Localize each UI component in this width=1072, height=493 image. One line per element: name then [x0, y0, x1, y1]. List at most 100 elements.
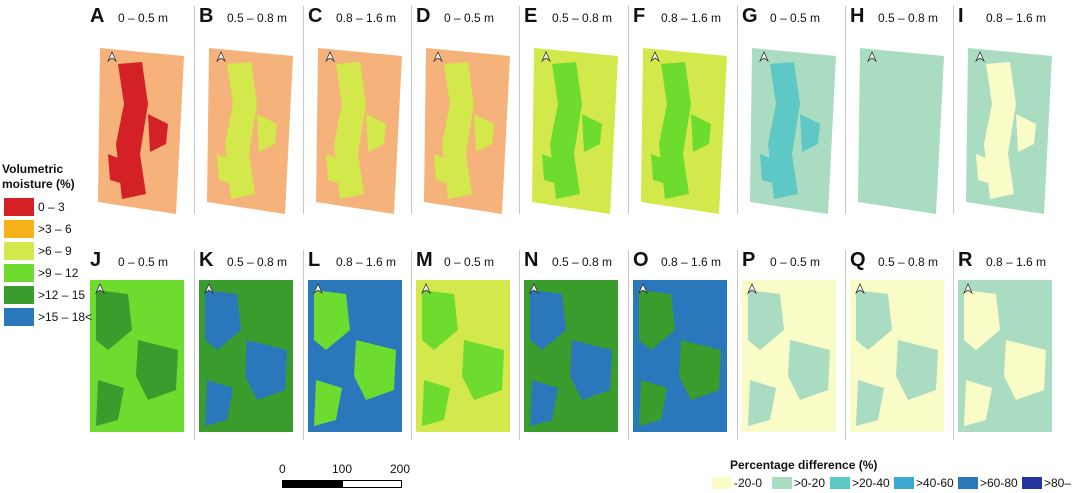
- panel-divider: [845, 250, 846, 440]
- panel-depth-label: 0 – 0.5 m: [770, 255, 821, 269]
- map-panel-i: I 0.8 – 1.6 m: [956, 4, 1060, 214]
- legend-swatch: [1022, 477, 1042, 489]
- difference-legend: Percentage difference (%) -20-0 >0-20 >20-…: [712, 458, 1072, 492]
- field-patch: [462, 340, 504, 400]
- field-patch: [856, 290, 892, 350]
- panel-depth-label: 0.8 – 1.6 m: [986, 11, 1047, 25]
- field-map: [416, 280, 510, 432]
- field-patch: [108, 154, 128, 184]
- panel-letter: H: [850, 5, 865, 27]
- field-patch: [964, 380, 992, 426]
- map-panel-b: B 0.5 – 0.8 m: [197, 4, 301, 214]
- scale-tick-0: 0: [279, 462, 286, 476]
- moisture-legend-title: Volumetric moisture (%): [2, 162, 75, 191]
- north-arrow-icon: [216, 51, 226, 63]
- map-panel-m: M 0 – 0.5 m: [414, 248, 518, 458]
- field-patch: [354, 340, 396, 400]
- panel-depth-label: 0.5 – 0.8 m: [552, 11, 613, 25]
- panel-divider: [194, 250, 195, 440]
- panel-letter: B: [199, 5, 214, 27]
- field-patch: [314, 380, 342, 426]
- panel-depth-label: 0.8 – 1.6 m: [661, 11, 722, 25]
- moisture-legend-item: >3 – 6: [2, 218, 90, 240]
- legend-swatch: [894, 477, 914, 489]
- field-patch: [314, 290, 350, 350]
- field-patch: [530, 380, 558, 426]
- field-patch: [976, 154, 996, 184]
- moisture-legend: Volumetric moisture (%) 0 – 3 >3 – 6 >6 – …: [2, 162, 93, 328]
- panel-depth-label: 0.5 – 0.8 m: [227, 11, 288, 25]
- scale-segment-white: [342, 480, 402, 488]
- field-patch: [434, 154, 454, 184]
- north-arrow-icon: [638, 283, 648, 295]
- panel-letter: D: [416, 5, 431, 27]
- field-patch: [788, 340, 830, 400]
- map-panel-e: E 0.5 – 0.8 m: [522, 4, 626, 214]
- north-arrow-icon: [867, 51, 877, 63]
- panel-letter: I: [958, 5, 964, 27]
- field-map: [207, 48, 293, 214]
- field-patch: [205, 290, 241, 350]
- north-arrow-icon: [204, 283, 214, 295]
- legend-label: >15 – 18<: [38, 310, 93, 324]
- field-map: [98, 48, 184, 214]
- panel-depth-label: 0 – 0.5 m: [770, 11, 821, 25]
- field-map: [633, 280, 727, 432]
- legend-label: >0-20: [794, 476, 826, 490]
- panel-depth-label: 0.5 – 0.8 m: [878, 11, 939, 25]
- field-patch: [582, 114, 602, 152]
- panel-divider: [737, 6, 738, 214]
- moisture-legend-item: >15 – 18<: [2, 306, 93, 328]
- panel-depth-label: 0 – 0.5 m: [444, 255, 495, 269]
- field-patch: [530, 290, 566, 350]
- field-patch: [257, 114, 277, 152]
- field-map: [750, 48, 836, 214]
- panel-divider: [628, 250, 629, 440]
- map-panel-r: R 0.8 – 1.6 m: [956, 248, 1060, 458]
- panel-depth-label: 0.8 – 1.6 m: [986, 255, 1047, 269]
- panel-divider: [194, 6, 195, 214]
- panel-depth-label: 0.5 – 0.8 m: [227, 255, 288, 269]
- field-map: [858, 48, 944, 214]
- legend-swatch: [4, 308, 34, 326]
- north-arrow-icon: [759, 51, 769, 63]
- field-patch: [760, 154, 780, 184]
- field-map: [958, 280, 1052, 432]
- legend-swatch: [4, 286, 34, 304]
- panel-letter: A: [90, 5, 105, 27]
- scale-bar: 0 100 200 m: [279, 462, 410, 490]
- panel-letter: R: [958, 249, 973, 271]
- field-map: [524, 280, 618, 432]
- map-panel-p: P 0 – 0.5 m: [740, 248, 844, 458]
- difference-legend-title: Percentage difference (%): [730, 458, 878, 472]
- map-panel-f: F 0.8 – 1.6 m: [631, 4, 735, 214]
- moisture-legend-item: >12 – 15: [2, 284, 90, 306]
- field-map: [966, 48, 1052, 214]
- field-patch: [422, 380, 450, 426]
- field-patch: [205, 380, 233, 426]
- legend-label: >40-60: [916, 476, 954, 490]
- scale-segment-black: [282, 480, 342, 488]
- panel-depth-label: 0 – 0.5 m: [444, 11, 495, 25]
- north-arrow-icon: [747, 283, 757, 295]
- moisture-legend-item: >6 – 9: [2, 240, 90, 262]
- north-arrow-icon: [107, 51, 117, 63]
- legend-swatch: [4, 220, 34, 238]
- field-map: [424, 48, 510, 214]
- north-arrow-icon: [963, 283, 973, 295]
- panel-letter: Q: [850, 249, 866, 271]
- panel-divider: [411, 250, 412, 440]
- legend-swatch: [712, 477, 732, 489]
- legend-label: -20-0: [734, 476, 763, 490]
- legend-label: >3 – 6: [38, 222, 72, 236]
- panel-divider: [737, 250, 738, 440]
- field-patch: [570, 340, 612, 400]
- field-patch: [474, 114, 494, 152]
- legend-label: >12 – 15: [38, 288, 86, 302]
- field-patch: [856, 380, 884, 426]
- field-map: [316, 48, 402, 214]
- field-map: [90, 280, 184, 432]
- field-patch: [691, 114, 711, 152]
- map-panel-q: Q 0.5 – 0.8 m: [848, 248, 952, 458]
- panel-divider: [519, 6, 520, 214]
